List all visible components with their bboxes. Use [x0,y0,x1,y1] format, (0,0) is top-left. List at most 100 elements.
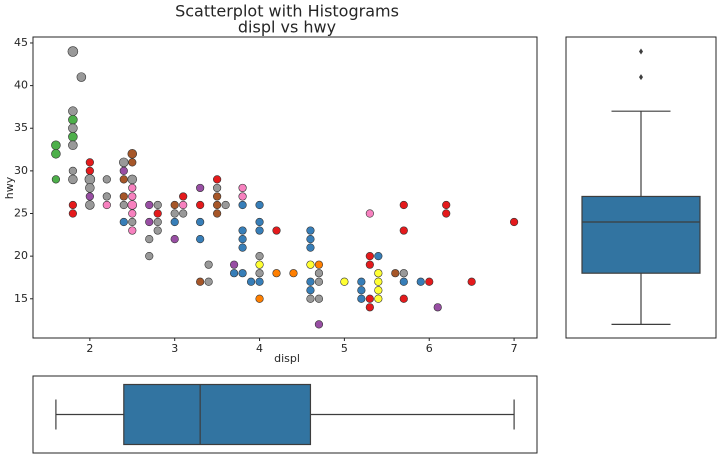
point [102,175,111,184]
point [238,192,247,201]
point [399,226,408,235]
point [179,209,188,218]
point [170,217,179,227]
point [229,269,239,278]
point [128,226,137,235]
x-tick-label: 7 [511,342,518,355]
point [306,294,315,303]
point [145,217,154,227]
outlier [639,48,643,55]
point [196,183,205,193]
point [314,269,324,278]
point [246,277,256,286]
point [204,260,213,269]
point [145,252,154,261]
point [255,252,264,261]
point [102,192,111,201]
point [51,140,61,151]
point [128,158,137,167]
x-axis-label: displ [274,352,300,365]
point [221,200,230,210]
point [119,200,128,210]
axes-frame [32,375,538,454]
point [357,286,366,295]
point [391,269,400,278]
box [123,383,312,446]
point [374,277,383,286]
point [153,226,162,235]
point [314,320,324,329]
point [153,217,162,227]
y-tick-label: 45 [14,36,28,49]
point [399,200,408,210]
point [272,269,281,278]
point [255,226,264,235]
point [229,260,239,269]
point [127,174,138,185]
point [306,260,315,269]
point [238,183,247,193]
point [128,209,137,218]
point [306,234,315,244]
point [306,243,315,252]
point [85,183,95,193]
point [51,149,61,159]
point [68,106,78,116]
x-tick-label: 3 [171,342,178,355]
point [119,166,128,175]
point [68,209,77,218]
point [340,277,349,286]
point [68,174,78,185]
point [145,200,154,210]
point [51,175,61,184]
point [196,277,205,286]
point [365,252,374,261]
point [433,303,442,312]
box [581,195,701,274]
point [68,132,78,142]
point [314,277,324,286]
point [289,269,298,278]
point [213,209,222,218]
point [213,200,222,210]
point [204,277,213,286]
point [238,269,247,278]
point [153,209,162,218]
point [374,269,383,278]
point [68,200,77,210]
point [365,260,374,269]
point [196,234,205,244]
point [255,294,264,303]
point [128,183,137,193]
point [119,217,128,227]
point [85,166,94,175]
point [85,200,95,210]
y-tick-label: 15 [14,292,28,305]
point [128,192,137,201]
point [76,72,87,82]
point [119,192,128,201]
point [238,234,247,244]
point [365,303,374,312]
point [68,140,78,151]
point [272,226,281,235]
point [255,269,264,278]
point [255,217,264,227]
point [179,192,188,201]
point [306,286,315,295]
point [357,277,366,286]
y-tick-label: 35 [14,121,28,134]
point [196,217,205,227]
point [365,209,374,218]
point [170,234,179,244]
point [314,294,324,303]
y-tick-label: 30 [14,164,28,177]
point [68,114,78,125]
point [306,226,315,235]
point [365,294,374,303]
point [102,200,111,210]
point [425,277,434,286]
outlier [639,74,643,81]
point [374,294,383,303]
